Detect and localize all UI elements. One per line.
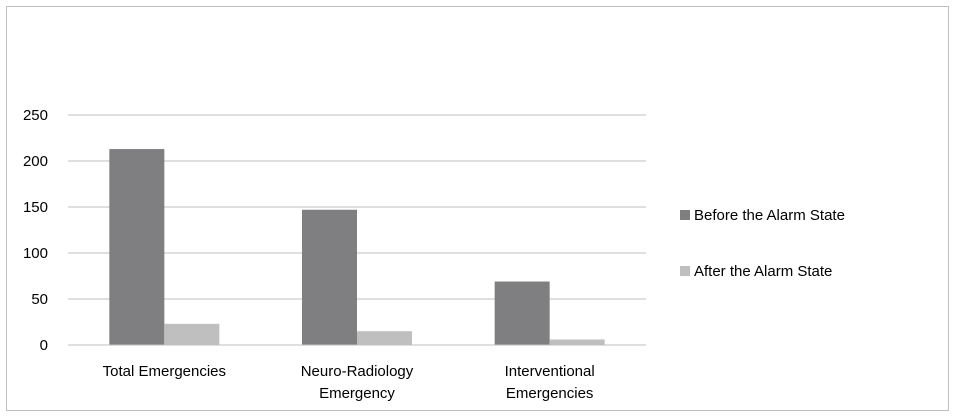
bar-before-alarm-state <box>109 149 165 345</box>
y-tick-label: 200 <box>23 153 48 170</box>
bar-after-alarm-state <box>164 323 220 345</box>
y-axis-tick-labels: 0 50 100 150 200 250 <box>23 107 48 354</box>
bar-after-alarm-state <box>357 331 412 345</box>
legend: Before the Alarm State After the Alarm St… <box>680 207 845 280</box>
y-tick-label: 250 <box>23 107 48 124</box>
x-category-label: Neuro-Radiology <box>301 363 414 380</box>
x-category-label: Total Emergencies <box>103 363 226 380</box>
y-tick-label: 0 <box>40 337 48 354</box>
y-tick-label: 150 <box>23 199 48 216</box>
bar-before-alarm-state <box>494 281 550 345</box>
legend-swatch <box>680 210 690 220</box>
legend-swatch <box>680 266 690 276</box>
y-tick-label: 50 <box>31 291 48 308</box>
bars <box>109 149 605 345</box>
x-axis-category-labels: Total Emergencies Neuro-Radiology Emergenc… <box>103 363 595 402</box>
x-category-label: Emergency <box>319 385 395 402</box>
x-category-label: Interventional <box>505 363 595 380</box>
legend-label: Before the Alarm State <box>694 207 845 224</box>
bar-before-alarm-state <box>302 209 357 345</box>
y-tick-label: 100 <box>23 245 48 262</box>
legend-label: After the Alarm State <box>694 263 832 280</box>
x-category-label: Emergencies <box>506 385 594 402</box>
bar-after-alarm-state <box>549 339 605 345</box>
